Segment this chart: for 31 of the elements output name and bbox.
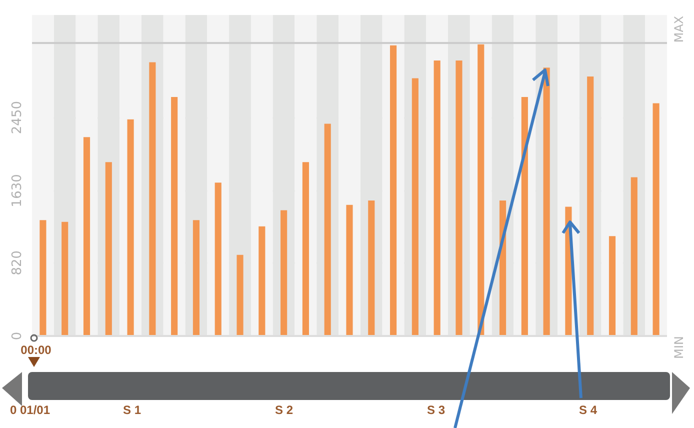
bar [346,204,353,336]
bar [258,226,266,336]
text: S 4 [578,403,598,417]
bar [192,220,200,336]
bar [521,97,528,336]
bar [608,236,616,336]
bar [105,162,112,336]
y-tick-label: 820 [10,250,25,276]
y-tick-label: 1630 [10,174,25,208]
y-tick-label: 2450 [10,100,25,134]
bar [652,103,660,336]
bar [236,254,244,336]
bar [40,220,46,336]
text: 0 01/01 [10,403,50,417]
text: 00:00 [20,343,52,357]
ref-line-label: MIN [672,336,686,359]
text: S 1 [122,403,142,417]
bar [302,162,309,336]
ref-line-label: MAX [672,16,686,43]
text: S 3 [426,403,446,417]
bar [83,137,90,336]
bar [324,124,331,336]
text: S 2 [274,403,294,417]
bar [127,119,134,336]
bar [62,222,68,336]
y-tick-label: 0 [10,332,25,340]
bar [280,210,288,336]
bar [630,177,638,336]
bar [171,97,178,336]
bar [368,200,375,336]
bar [214,182,222,336]
